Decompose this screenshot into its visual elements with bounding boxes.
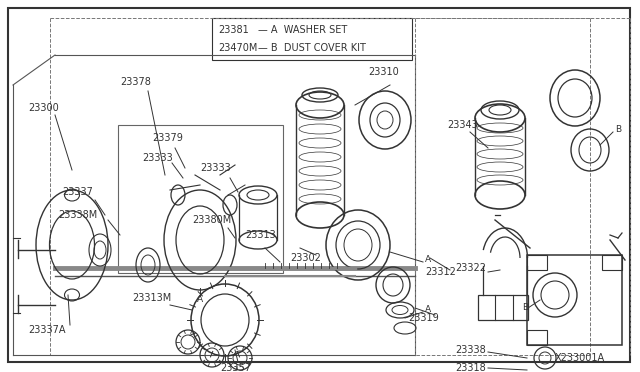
Text: A: A bbox=[425, 305, 431, 314]
Bar bbox=[478, 295, 528, 320]
Text: 23337: 23337 bbox=[62, 187, 93, 197]
Text: — A  WASHER SET: — A WASHER SET bbox=[258, 25, 348, 35]
Bar bbox=[527, 330, 547, 345]
Text: 23302: 23302 bbox=[290, 253, 321, 263]
Text: 23313: 23313 bbox=[245, 230, 276, 240]
Text: 23470M: 23470M bbox=[218, 43, 257, 53]
Bar bbox=[527, 255, 547, 270]
Text: 23380M: 23380M bbox=[192, 215, 231, 225]
Text: 23337A: 23337A bbox=[28, 325, 65, 335]
Text: 23343: 23343 bbox=[447, 120, 477, 130]
Text: 23322: 23322 bbox=[455, 263, 486, 273]
Text: 23333: 23333 bbox=[142, 153, 173, 163]
Text: 23300: 23300 bbox=[28, 103, 59, 113]
Text: 23378: 23378 bbox=[120, 77, 151, 87]
Text: B: B bbox=[522, 304, 528, 312]
Text: 23338M: 23338M bbox=[58, 210, 97, 220]
Text: 23381: 23381 bbox=[218, 25, 249, 35]
Text: A: A bbox=[425, 256, 431, 264]
Text: 23379: 23379 bbox=[152, 133, 183, 143]
Text: — B  DUST COVER KIT: — B DUST COVER KIT bbox=[258, 43, 366, 53]
Text: X233001A: X233001A bbox=[555, 353, 605, 363]
Bar bbox=[527, 255, 622, 345]
Text: 23333: 23333 bbox=[200, 163, 231, 173]
Bar bbox=[212, 18, 412, 60]
Bar bbox=[602, 255, 622, 270]
Text: 23310: 23310 bbox=[368, 67, 399, 77]
Text: 23318: 23318 bbox=[455, 363, 486, 372]
Text: 23312: 23312 bbox=[425, 267, 456, 277]
Text: B: B bbox=[615, 125, 621, 135]
Bar bbox=[118, 125, 283, 273]
Text: 23357: 23357 bbox=[220, 363, 251, 372]
Text: 23319: 23319 bbox=[408, 313, 439, 323]
Text: 23338: 23338 bbox=[455, 345, 486, 355]
Text: A: A bbox=[197, 295, 203, 305]
Text: 23313M: 23313M bbox=[132, 293, 172, 303]
